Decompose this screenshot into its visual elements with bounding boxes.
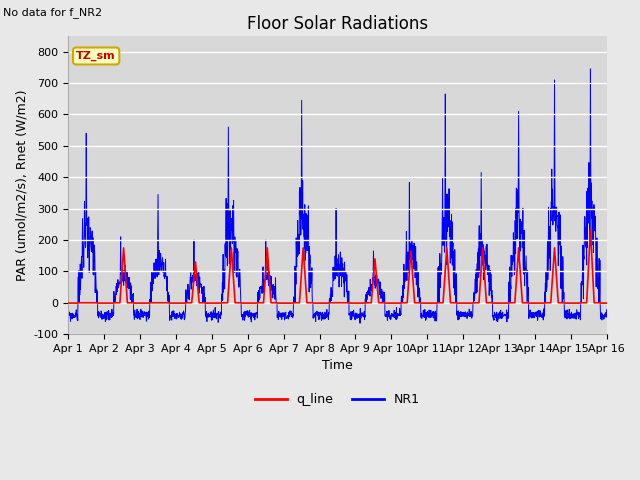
X-axis label: Time: Time <box>322 360 353 372</box>
Legend: q_line, NR1: q_line, NR1 <box>250 388 424 411</box>
Text: TZ_sm: TZ_sm <box>76 51 116 61</box>
Text: No data for f_NR2: No data for f_NR2 <box>3 7 102 18</box>
Title: Floor Solar Radiations: Floor Solar Radiations <box>247 15 428 33</box>
Y-axis label: PAR (umol/m2/s), Rnet (W/m2): PAR (umol/m2/s), Rnet (W/m2) <box>15 89 28 281</box>
